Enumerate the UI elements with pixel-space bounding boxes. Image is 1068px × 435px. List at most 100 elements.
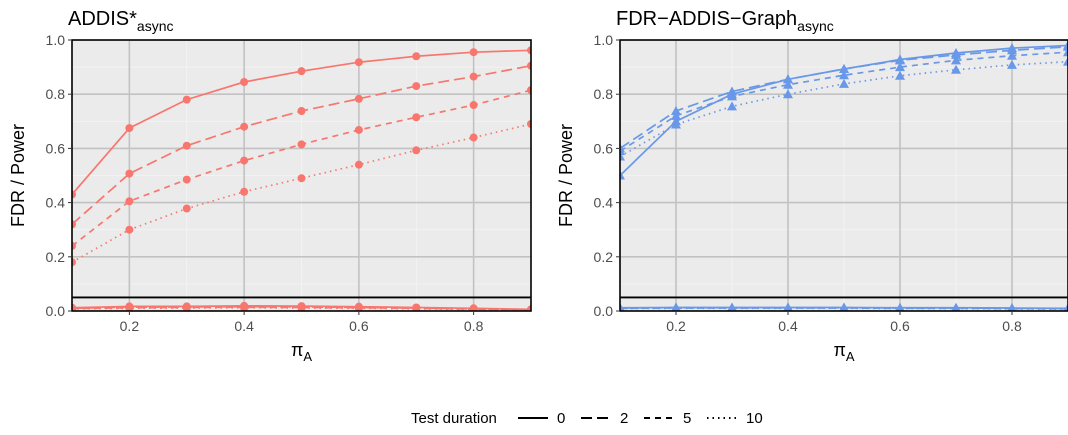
y-tick-label: 0.6 — [594, 140, 614, 156]
power-point — [895, 55, 905, 65]
power-point — [240, 187, 249, 196]
fdr-point — [527, 306, 531, 311]
x-tick-label: 0.8 — [464, 318, 484, 334]
power-point — [469, 133, 478, 142]
power-point — [354, 58, 363, 67]
power-point — [412, 52, 421, 61]
x-tick-label: 0.6 — [890, 318, 910, 334]
y-tick-label: 1.0 — [594, 32, 614, 48]
power-point — [839, 70, 849, 80]
power-point — [182, 204, 191, 213]
power-point — [951, 55, 961, 65]
panel-title: FDR−ADDIS−Graphasync — [616, 8, 834, 34]
x-tick-label: 0.2 — [666, 318, 686, 334]
panel-fdr-addis-graph-async: 0.2 0.4 0.6 0.8 0.0 0.2 0.4 0.6 0.8 1.0FDR−ADDIS−… — [556, 8, 1068, 364]
fdr-point — [839, 303, 849, 311]
panel-addis-async: 0.2 0.4 0.6 0.8 0.0 0.2 0.4 0.6 0.8 1.0ADDIS*asyn… — [8, 8, 532, 364]
panel-title: ADDIS*async — [68, 8, 173, 34]
fdr-point — [783, 303, 793, 311]
y-tick-label: 0.8 — [594, 86, 614, 102]
y-tick-label: 0.0 — [46, 303, 66, 319]
legend-label-2: 2 — [620, 410, 628, 427]
power-point — [783, 74, 793, 84]
power-point — [671, 110, 681, 120]
power-point — [1007, 45, 1017, 55]
power-point — [297, 107, 306, 116]
power-point — [783, 79, 793, 89]
legend: Test duration 0 2 5 10 — [411, 410, 763, 427]
fdr-point — [1064, 304, 1068, 311]
power-point — [895, 70, 905, 80]
fdr-point — [469, 305, 478, 311]
power-point — [1063, 41, 1068, 51]
y-tick-label: 0.8 — [46, 86, 66, 102]
power-point — [951, 64, 961, 74]
data-series — [620, 40, 1068, 311]
legend-label-5: 5 — [683, 410, 691, 427]
power-point — [951, 49, 961, 59]
power-point — [527, 86, 531, 95]
power-point — [1007, 59, 1017, 69]
power-point — [469, 101, 478, 110]
power-point — [412, 113, 421, 122]
power-point — [412, 82, 421, 91]
power-point — [354, 160, 363, 169]
power-point — [527, 120, 531, 129]
panel-border — [619, 39, 1068, 312]
power-point — [527, 61, 531, 70]
power-point — [783, 89, 793, 99]
fdr-point — [671, 303, 681, 311]
power-point — [72, 258, 76, 267]
fdr-point — [240, 303, 249, 311]
x-tick-label: 0.2 — [120, 318, 140, 334]
power-point — [412, 146, 421, 155]
x-tick-label: 0.4 — [234, 318, 254, 334]
power-point — [354, 94, 363, 103]
x-axis-label: πA — [833, 340, 854, 364]
fdr-point — [72, 304, 76, 311]
power-point — [727, 101, 737, 111]
power-point — [469, 72, 478, 81]
power-point — [727, 86, 737, 96]
power-point — [297, 140, 306, 149]
power-point — [297, 67, 306, 76]
power-point — [297, 174, 306, 183]
legend-label-10: 10 — [746, 410, 763, 427]
legend-label-0: 0 — [557, 410, 565, 427]
power-point — [125, 197, 134, 206]
power-point — [839, 78, 849, 88]
fdr-point — [182, 304, 191, 311]
power-point — [354, 125, 363, 134]
y-tick-label: 1.0 — [46, 32, 66, 48]
power-point — [527, 46, 531, 55]
power-point — [72, 241, 76, 250]
y-tick-label: 0.2 — [46, 249, 66, 265]
power-point — [240, 156, 249, 165]
x-tick-label: 0.6 — [349, 318, 369, 334]
x-tick-label: 0.4 — [778, 318, 798, 334]
fdr-point — [125, 304, 134, 311]
power-point — [182, 175, 191, 184]
y-tick-label: 0.4 — [46, 195, 66, 211]
y-tick-label: 0.0 — [594, 303, 614, 319]
power-point — [1063, 56, 1068, 66]
x-tick-label: 0.8 — [1002, 318, 1022, 334]
fdr-point — [354, 304, 363, 311]
legend-title: Test duration — [411, 410, 497, 427]
power-point — [1063, 47, 1068, 57]
y-tick-label: 0.2 — [594, 249, 614, 265]
power-point — [125, 124, 134, 133]
power-point — [895, 62, 905, 72]
power-point — [182, 141, 191, 150]
panel-border — [71, 39, 532, 312]
fdr-point — [620, 303, 625, 311]
fdr-point — [951, 303, 961, 311]
y-tick-label: 0.6 — [46, 140, 66, 156]
x-axis-label: πA — [291, 340, 312, 364]
power-point — [125, 225, 134, 234]
y-axis-label: FDR / Power — [8, 124, 28, 227]
fdr-point — [727, 303, 737, 311]
power-point — [620, 170, 625, 180]
power-point — [839, 63, 849, 73]
